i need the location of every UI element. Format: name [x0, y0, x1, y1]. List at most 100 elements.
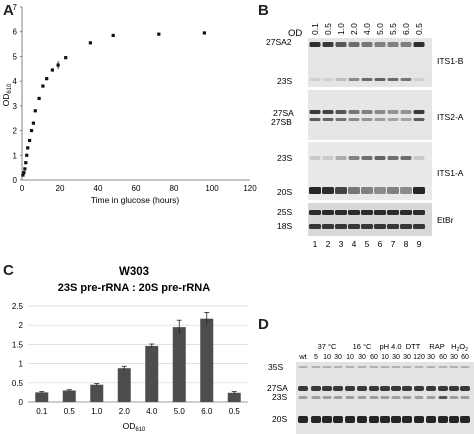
- data-point: [50, 68, 54, 72]
- x-axis-label: Time in glucose (hours): [91, 195, 180, 205]
- lane-number: 8: [404, 239, 409, 249]
- band-23s: [298, 396, 308, 399]
- bar: [90, 384, 104, 402]
- band-23s: [387, 78, 399, 81]
- time-label: 30: [334, 354, 342, 361]
- time-label: 30: [358, 354, 366, 361]
- band-23s: [449, 396, 459, 399]
- band-27sb: [387, 118, 399, 121]
- band-27sa: [387, 110, 399, 114]
- band-27sa: [357, 386, 367, 391]
- band-23s: [374, 156, 386, 160]
- band-25s: [400, 210, 412, 215]
- od-value-label: 0.1: [310, 23, 320, 35]
- time-label: 60: [370, 354, 378, 361]
- band-label-35s: 35S: [268, 362, 283, 372]
- band-27sa2: [361, 42, 373, 47]
- band-35s: [402, 366, 412, 368]
- y-tick-label: 0.5: [12, 379, 24, 388]
- x-tick-label: 80: [170, 184, 179, 193]
- band-27sa2: [374, 42, 386, 47]
- data-point: [29, 128, 34, 133]
- band-27sa: [400, 110, 412, 114]
- band-27sa: [322, 386, 332, 391]
- band-35s: [449, 366, 459, 368]
- data-point: [88, 41, 92, 45]
- band-20s: [438, 416, 448, 423]
- band-23s: [335, 78, 347, 81]
- bar: [172, 327, 186, 402]
- band-25s: [374, 210, 386, 215]
- data-point: [56, 63, 60, 67]
- bar: [62, 390, 76, 402]
- x-tick-label: 120: [243, 184, 257, 193]
- panel-b-label: B: [258, 2, 269, 19]
- band-20s: [402, 416, 412, 423]
- band-27sa2: [348, 42, 360, 47]
- panel-d-label: D: [258, 316, 269, 333]
- band-27sa: [460, 386, 470, 391]
- data-point: [33, 109, 37, 113]
- lane-number: 1: [313, 239, 318, 249]
- band-35s: [438, 366, 448, 368]
- band-23s: [413, 156, 425, 160]
- band-27sa: [298, 386, 308, 391]
- band-27sb: [322, 118, 334, 121]
- band-23s: [345, 396, 355, 399]
- y-tick-label: 7: [13, 3, 18, 12]
- x-tick-label: 40: [94, 184, 103, 193]
- band-23s: [361, 156, 373, 160]
- band-20s: [387, 187, 399, 194]
- band-23s: [309, 156, 321, 160]
- time-label: 30: [427, 354, 435, 361]
- data-point: [157, 32, 161, 36]
- band-23s: [335, 156, 347, 160]
- band-23s: [322, 396, 332, 399]
- band-35s: [322, 366, 332, 368]
- band-23s: [426, 396, 436, 399]
- x-tick-label: 4.0: [146, 407, 158, 416]
- band-27sa: [402, 386, 412, 391]
- data-point: [111, 33, 115, 38]
- od-value-label: 0.5: [323, 23, 333, 35]
- band-23s: [348, 156, 360, 160]
- band-18s: [400, 224, 412, 229]
- band-23s: [400, 78, 412, 81]
- bar: [227, 392, 241, 402]
- band-20s: [460, 416, 470, 423]
- band-35s: [345, 366, 355, 368]
- time-label: 60: [439, 354, 447, 361]
- band-20s: [369, 416, 379, 423]
- od-value-label: 6.0: [401, 23, 411, 35]
- time-label: 30: [450, 354, 458, 361]
- band-20s: [309, 187, 321, 194]
- band-23s: [460, 396, 470, 399]
- chart-subtitle: 23S pre-rRNA : 20S pre-rRNA: [58, 282, 210, 294]
- data-point: [41, 84, 45, 88]
- y-axis-label: OD610: [1, 83, 13, 106]
- y-tick-label: 0: [13, 176, 18, 185]
- probe-label-its1b: ITS1-B: [437, 56, 464, 66]
- band-18s: [335, 224, 347, 229]
- bar: [35, 392, 49, 402]
- band-27sa: [348, 110, 360, 114]
- band-20s: [311, 416, 321, 423]
- y-tick-label: 2: [19, 321, 24, 330]
- od-value-label: 1.0: [336, 23, 346, 35]
- treatment-label: RAP: [429, 342, 444, 351]
- band-25s: [335, 210, 347, 215]
- blot-its2a: [308, 90, 432, 140]
- band-23s: [374, 78, 386, 81]
- bar: [117, 368, 131, 402]
- band-label-27sa2: 27SA2: [266, 37, 292, 47]
- od-header: OD: [288, 28, 302, 39]
- band-27sa: [413, 110, 425, 114]
- band-35s: [391, 366, 401, 368]
- treatment-label: 16 °C: [353, 342, 372, 351]
- x-tick-label: 6.0: [201, 407, 213, 416]
- band-23s: [361, 78, 373, 81]
- band-23s: [322, 78, 334, 81]
- band-27sb: [413, 118, 425, 121]
- band-label-18s: 18S: [277, 221, 292, 231]
- time-label: 30: [392, 354, 400, 361]
